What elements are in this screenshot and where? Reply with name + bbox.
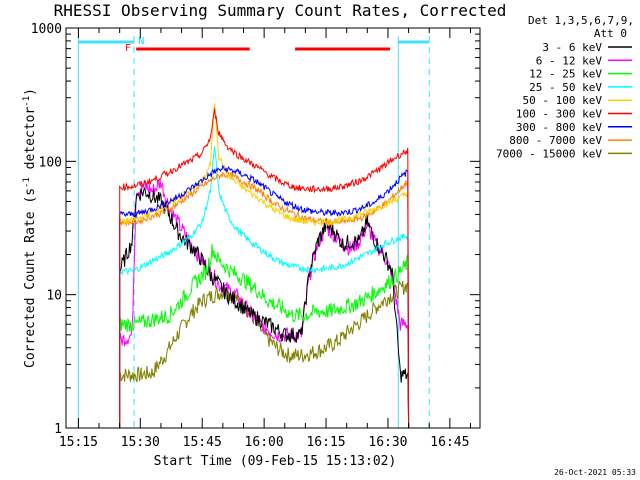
x-tick-label: 15:15 bbox=[59, 435, 98, 450]
x-axis: 15:15 15:30 15:45 16:00 16:15 16:30 16:45 bbox=[59, 28, 472, 450]
y-tick-label: 10 bbox=[46, 289, 62, 304]
series-layer bbox=[119, 103, 410, 429]
legend-label: 12 - 25 keV bbox=[529, 68, 602, 81]
x-tick-label: 16:30 bbox=[368, 435, 407, 450]
x-axis-label: Start Time (09-Feb-15 15:13:02) bbox=[154, 454, 397, 469]
series-line bbox=[119, 108, 410, 429]
legend-header-line-2: Att 0 bbox=[594, 27, 627, 40]
series-line bbox=[119, 186, 410, 429]
y-axis: 1 10 100 1000 bbox=[31, 22, 480, 437]
series-line bbox=[119, 164, 410, 429]
y-tick-label: 1 bbox=[54, 422, 62, 437]
flag-bars: FN bbox=[77, 36, 430, 428]
x-tick-label: 15:30 bbox=[121, 435, 160, 450]
series-line bbox=[119, 146, 410, 429]
series-line bbox=[119, 179, 410, 429]
plot-frame bbox=[65, 27, 481, 429]
series-line bbox=[119, 243, 410, 429]
series-line bbox=[119, 280, 410, 429]
series-line bbox=[119, 171, 410, 429]
flare-flag-label: F bbox=[125, 43, 131, 54]
legend-label: 6 - 12 keV bbox=[536, 54, 603, 67]
y-tick-label: 1000 bbox=[31, 22, 62, 37]
night-flag-label: N bbox=[138, 36, 144, 47]
legend-label: 50 - 100 keV bbox=[523, 94, 603, 107]
legend-label: 3 - 6 keV bbox=[542, 41, 602, 54]
legend-label: 7000 - 15000 keV bbox=[496, 147, 602, 160]
legend-label: 300 - 800 keV bbox=[516, 121, 602, 134]
x-tick-label: 16:45 bbox=[430, 435, 469, 450]
legend-label: 800 - 7000 keV bbox=[509, 134, 602, 147]
series-line bbox=[119, 103, 410, 429]
y-tick-label: 100 bbox=[39, 155, 62, 170]
legend-label: 25 - 50 keV bbox=[529, 81, 602, 94]
legend-header-line-1: Det 1,3,5,6,7,9, bbox=[528, 14, 634, 27]
x-tick-label: 15:45 bbox=[183, 435, 222, 450]
footer-date: 26-Oct-2021 05:33 bbox=[554, 468, 636, 477]
y-axis-label: Corrected Count Rate (s-1 detector-1) bbox=[22, 88, 38, 368]
x-tick-label: 16:00 bbox=[245, 435, 284, 450]
x-tick-label: 16:15 bbox=[306, 435, 345, 450]
chart-title: RHESSI Observing Summary Count Rates, Co… bbox=[54, 1, 507, 20]
legend-label: 100 - 300 keV bbox=[516, 108, 602, 121]
